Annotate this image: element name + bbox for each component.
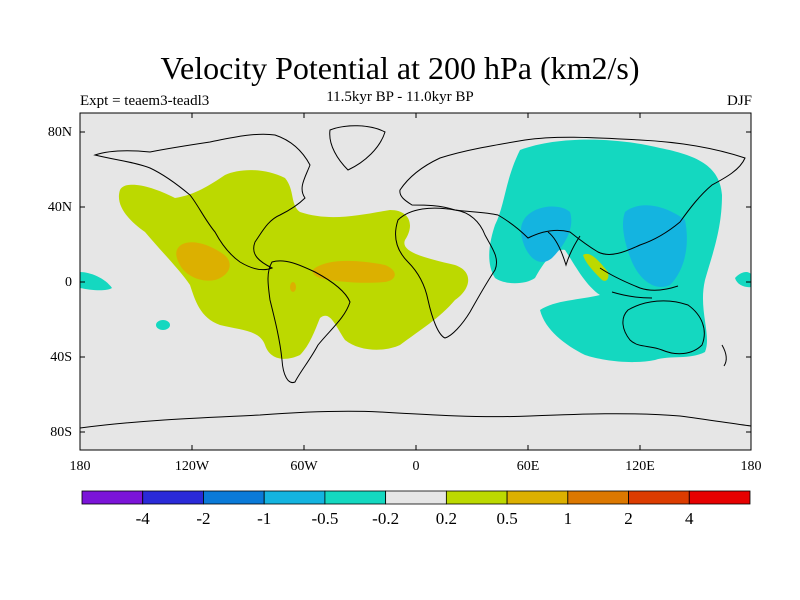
x-tick-label: 180 [741, 459, 762, 474]
colorbar-label: 4 [685, 509, 694, 528]
coast-australia [622, 300, 705, 355]
colorbar-swatch [567, 490, 629, 505]
colorbar-label: -2 [196, 509, 210, 528]
y-tick-label: 0 [65, 275, 72, 290]
chart-title: Velocity Potential at 200 hPa (km2/s) [160, 50, 640, 86]
season-label: DJF [726, 93, 752, 109]
negative-mid-indian-ocean [520, 206, 572, 263]
y-tick-label: 80S [50, 425, 72, 440]
colorbar-swatch [81, 490, 144, 505]
colorbar-label: -4 [136, 509, 151, 528]
positive-region-sumatra [583, 253, 609, 281]
coast-greenland [329, 125, 386, 171]
y-tick-label: 40S [50, 350, 72, 365]
colorbar-swatch [203, 490, 265, 505]
y-tick-label: 80N [48, 125, 72, 140]
x-tick-label: 60E [517, 459, 540, 474]
contour-fields [80, 125, 751, 429]
colorbar-label: 0.5 [496, 509, 517, 528]
coast-africa [395, 207, 498, 339]
colorbar-swatch [628, 490, 690, 505]
positive-mid-spot [290, 282, 296, 292]
positive-mid-east-pacific [176, 242, 230, 281]
coast-north-america [93, 133, 311, 271]
colorbar-label: -1 [257, 509, 271, 528]
colorbar-swatch [385, 490, 447, 505]
colorbar-label: -0.5 [311, 509, 338, 528]
experiment-label: Expt = teaem3-teadl3 [80, 93, 210, 109]
positive-mid-atlantic [312, 260, 395, 283]
x-tick-label: 0 [413, 459, 420, 474]
colorbar-label: 1 [564, 509, 573, 528]
negative-patch-south-pacific [156, 320, 170, 330]
y-axis: 80N 40N 0 40S 80S [48, 125, 72, 440]
chart-subtitle: 11.5kyr BP - 11.0kyr BP [326, 89, 474, 105]
colorbar-swatch [324, 490, 387, 505]
coast-eurasia [399, 136, 746, 255]
x-axis: 180 120W 60W 0 60E 120E 180 [70, 459, 762, 474]
x-tick-label: 60W [290, 459, 318, 474]
colorbar-swatch [263, 490, 326, 505]
colorbar-label: 0.2 [436, 509, 457, 528]
colorbar-swatch [445, 490, 508, 505]
colorbar-swatch [142, 490, 204, 505]
negative-region-indo-pacific [489, 139, 722, 363]
negative-patch-west-edge [80, 272, 112, 291]
colorbar-swatch [688, 490, 751, 505]
colorbar-swatch [506, 490, 569, 505]
coastlines [80, 125, 751, 429]
negative-patch-east-edge [735, 272, 751, 288]
y-tick-label: 40N [48, 200, 72, 215]
coast-south-america [267, 260, 351, 384]
x-tick-label: 180 [70, 459, 91, 474]
coast-maritime-continent [599, 267, 679, 299]
coast-antarctica [80, 410, 751, 429]
colorbar-label: 2 [624, 509, 633, 528]
x-tick-label: 120E [625, 459, 655, 474]
tick-marks [79, 113, 752, 450]
colorbar: -4 -2 -1 -0.5 -0.2 0.2 0.5 1 2 4 [81, 490, 751, 528]
positive-region-americas [118, 170, 469, 359]
colorbar-label: -0.2 [372, 509, 399, 528]
coast-new-zealand [721, 344, 727, 367]
negative-mid-west-pacific [622, 205, 687, 288]
x-tick-label: 120W [175, 459, 210, 474]
coast-india [547, 231, 581, 267]
